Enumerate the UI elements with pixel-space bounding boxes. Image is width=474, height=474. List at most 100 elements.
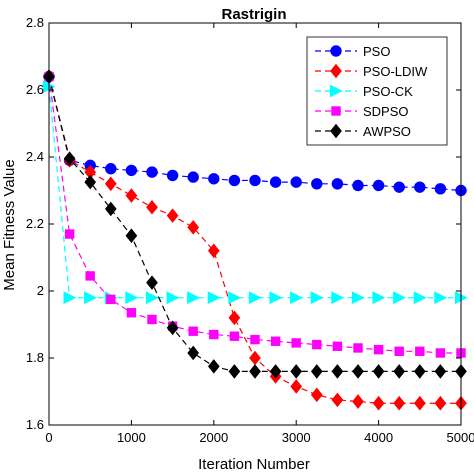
data-point-pso-ldiw [372,395,385,411]
legend-marker-pso-ldiw [330,63,342,79]
data-point-pso [249,174,261,187]
data-point-pso [228,174,241,187]
data-point-pso-ck [434,291,448,305]
data-point-pso [331,178,344,190]
x-tick-label: 3000 [282,430,311,445]
data-point-sdpso [435,348,446,358]
data-point-sdpso [64,229,75,239]
data-point-pso [290,176,302,188]
data-point-pso [125,164,138,177]
data-point-pso [393,181,405,193]
y-tick-label: 2.4 [26,149,44,164]
data-point-awpso [290,364,303,379]
data-point-pso-ldiw [331,392,344,408]
data-point-sdpso [85,271,95,281]
data-point-pso [105,163,117,175]
x-axis: 0 1000 2000 3000 4000 5000 [45,23,474,445]
data-point-sdpso [332,341,343,351]
data-point-sdpso [312,339,322,350]
x-tick-label: 2000 [199,430,228,445]
data-point-pso-ck [290,291,303,305]
data-point-pso-ck [372,291,386,305]
data-point-awpso [187,345,200,361]
data-point-awpso [434,364,447,379]
data-point-pso-ck [413,291,427,305]
data-point-pso-ldiw [290,379,303,394]
series-line-sdpso [48,76,461,354]
y-tick-label: 2 [37,283,44,298]
legend: PSO PSO-LDIW PSO-CK SDPSO AWPSO [306,36,448,146]
data-point-sdpso [394,346,404,357]
data-point-pso-ck [187,291,200,305]
data-point-pso [372,179,385,192]
data-point-pso-ldiw [434,395,447,411]
data-point-pso-ldiw [166,208,179,223]
legend-label-pso-ldiw: PSO-LDIW [363,64,428,79]
chart-title: Rastrigin [221,6,286,23]
data-point-sdpso [188,326,198,336]
data-point-pso-ldiw [125,188,138,203]
data-point-pso [269,176,282,188]
legend-marker-awpso [330,123,342,139]
data-point-pso-ck [393,291,406,305]
legend-marker-pso-ck [329,84,343,98]
series-layer [42,69,468,411]
data-point-sdpso [291,338,301,348]
data-point-pso-ldiw [228,310,241,326]
data-point-pso-ldiw [104,176,117,192]
data-point-pso-ck [63,291,77,305]
data-point-sdpso [106,294,116,305]
data-point-pso-ldiw [249,350,261,366]
data-point-sdpso [415,346,425,357]
data-point-awpso [269,364,282,379]
data-point-pso-ck [145,291,159,305]
data-point-sdpso [147,314,157,325]
data-point-pso-ck [269,291,283,305]
data-point-pso-ck [351,291,365,305]
legend-label-awpso: AWPSO [363,124,411,139]
data-point-awpso [166,320,179,336]
x-axis-title: Iteration Number [198,456,310,473]
data-point-awpso [228,364,241,379]
y-tick-label: 1.8 [26,350,44,365]
data-point-pso-ldiw [146,199,158,215]
data-point-pso-ck [207,291,221,305]
data-point-pso-ck [331,291,345,305]
legend-label-pso: PSO [363,44,390,59]
x-tick-label: 0 [45,430,52,445]
data-point-awpso [393,364,406,379]
data-point-awpso [310,364,323,379]
y-tick-label: 1.6 [26,417,44,432]
y-axis-title: Mean Fitness Value [1,159,18,290]
data-point-pso-ck [166,291,180,305]
data-point-pso-ck [248,291,262,305]
data-point-sdpso [270,336,281,346]
data-point-pso-ck [125,291,139,305]
y-tick-label: 2.6 [26,82,44,97]
legend-label-pso-ck: PSO-CK [363,84,413,99]
data-point-pso-ldiw [352,394,364,409]
data-point-awpso [125,228,138,244]
data-point-sdpso [229,331,240,341]
data-point-awpso [372,364,385,379]
data-point-pso-ldiw [207,243,220,259]
data-point-awpso [249,364,261,379]
data-point-awpso [352,364,364,379]
y-tick-label: 2.8 [26,15,44,30]
data-point-pso [352,179,364,192]
data-point-awpso [84,174,97,190]
series-awpso [43,69,467,379]
x-tick-label: 5000 [447,430,474,445]
data-point-sdpso [353,343,363,353]
y-tick-label: 2.2 [26,216,44,231]
data-point-pso [208,173,220,185]
x-tick-label: 1000 [117,430,146,445]
legend-label-sdpso: SDPSO [363,104,409,119]
data-point-pso-ldiw [310,387,323,403]
data-point-awpso [63,151,76,166]
data-point-awpso [331,364,344,379]
data-point-pso-ck [310,291,324,305]
data-point-pso-ldiw [413,395,426,411]
legend-marker-pso [330,45,342,57]
